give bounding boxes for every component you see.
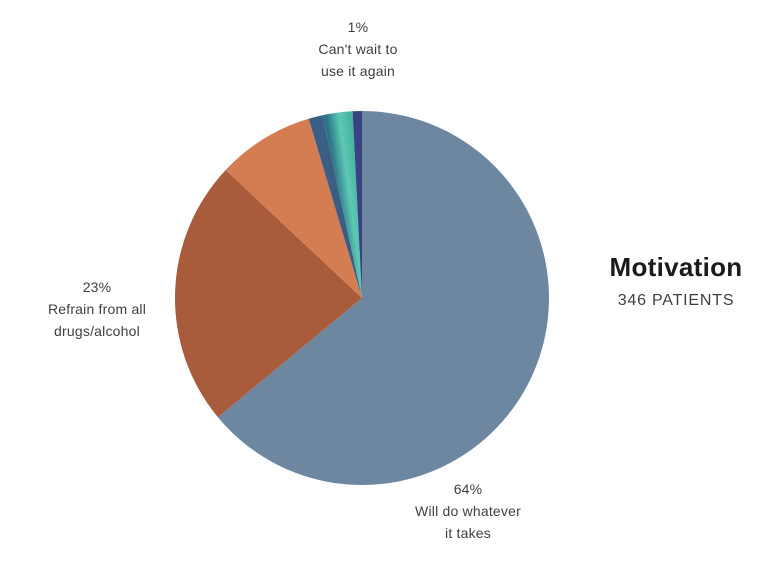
callout-text-line: it takes	[445, 525, 491, 541]
callout-percent: 23%	[82, 279, 112, 295]
callout-percent: 64%	[453, 481, 483, 497]
callout-text-line: drugs/alcohol	[54, 323, 140, 339]
pie-slice-6	[352, 111, 362, 298]
pie-slice-1	[217, 111, 549, 485]
callout-text-line: Refrain from all	[47, 301, 147, 317]
callout-text-line: use it again	[320, 63, 395, 79]
pie-slice-4	[308, 115, 362, 298]
chart-title: Motivation	[609, 252, 743, 282]
chart-header: Motivation 346 PATIENTS	[576, 252, 768, 310]
callout-whatever-it-takes: 64% Will do whatever it takes	[358, 478, 578, 544]
callout-text-line: Can't wait to	[318, 41, 398, 57]
pie-slice-2	[174, 169, 362, 418]
callout-percent: 1%	[347, 19, 369, 35]
callout-refrain: 23% Refrain from all drugs/alcohol	[7, 276, 187, 342]
callout-cant-wait: 1% Can't wait to use it again	[248, 16, 468, 82]
callout-text-line: Will do whatever	[415, 503, 521, 519]
pie-slice-3	[225, 118, 362, 298]
pie-slice-5	[322, 111, 362, 299]
chart-subtitle: 346 PATIENTS	[617, 292, 735, 309]
